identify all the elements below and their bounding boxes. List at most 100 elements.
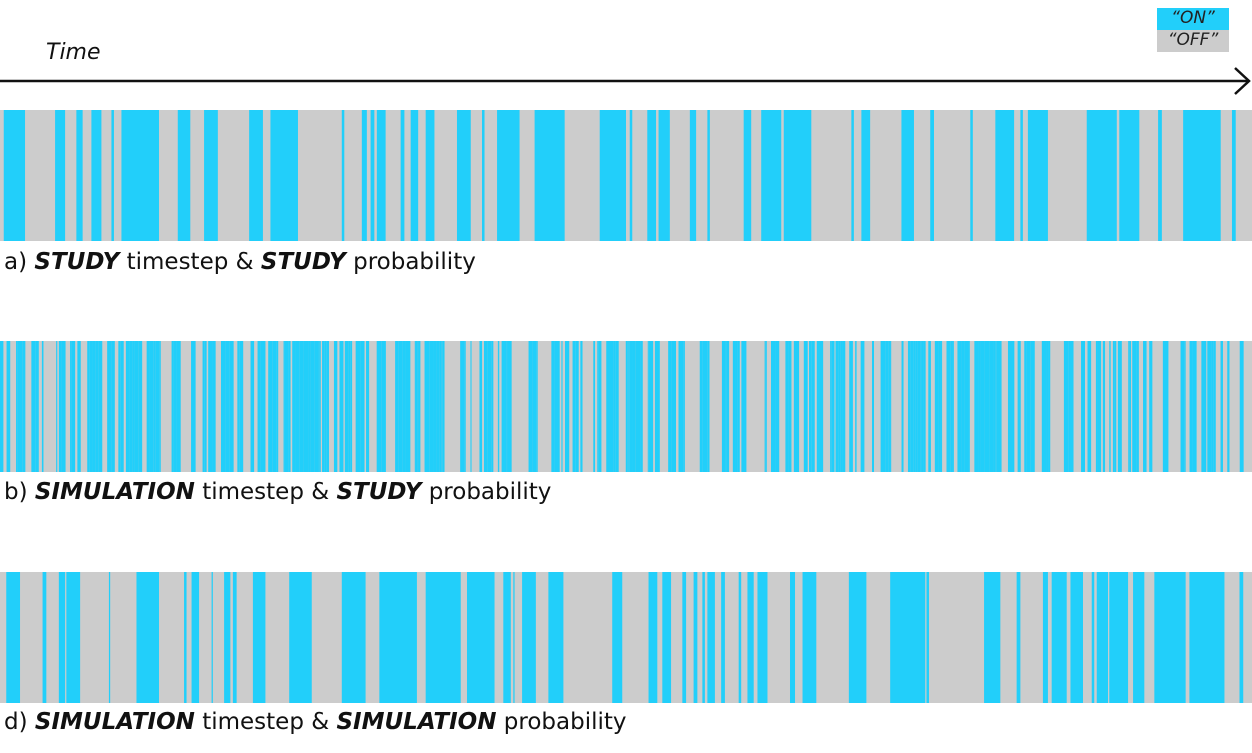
on-segment bbox=[885, 341, 889, 472]
on-segment bbox=[3, 110, 26, 241]
on-segment bbox=[1081, 341, 1085, 472]
on-segment bbox=[1136, 341, 1139, 472]
on-segment bbox=[341, 572, 366, 703]
on-segment bbox=[204, 110, 218, 241]
on-segment bbox=[482, 110, 485, 241]
on-segment bbox=[821, 341, 824, 472]
on-segment bbox=[978, 341, 981, 472]
on-segment bbox=[460, 341, 465, 472]
on-segment bbox=[1220, 341, 1223, 472]
on-segment bbox=[442, 341, 445, 472]
on-segment bbox=[803, 341, 808, 472]
on-segment bbox=[1070, 572, 1083, 703]
on-segment bbox=[252, 572, 266, 703]
on-segment bbox=[1027, 110, 1048, 241]
caption-d: d) SIMULATION timestep & SIMULATION prob… bbox=[4, 709, 627, 735]
on-segment bbox=[1091, 572, 1095, 703]
on-segment bbox=[790, 572, 796, 703]
on-segment bbox=[1211, 341, 1214, 472]
on-segment bbox=[640, 341, 643, 472]
on-segment bbox=[1189, 341, 1193, 472]
on-segment bbox=[202, 341, 205, 472]
on-segment bbox=[785, 341, 789, 472]
on-segment bbox=[108, 572, 111, 703]
on-segment bbox=[629, 341, 633, 472]
on-segment bbox=[735, 341, 738, 472]
on-segment bbox=[483, 341, 488, 472]
on-segment bbox=[920, 341, 922, 472]
on-segment bbox=[561, 341, 563, 472]
on-segment bbox=[662, 572, 672, 703]
on-segment bbox=[534, 110, 565, 241]
on-segment bbox=[995, 110, 1015, 241]
on-segment bbox=[1227, 341, 1230, 472]
on-segment bbox=[1158, 110, 1162, 241]
on-segment bbox=[299, 341, 304, 472]
on-segment bbox=[77, 341, 81, 472]
on-segment bbox=[1203, 341, 1207, 472]
on-segment bbox=[288, 341, 291, 472]
on-segment bbox=[721, 572, 725, 703]
on-segment bbox=[176, 341, 181, 472]
on-segment bbox=[1109, 572, 1129, 703]
on-segment bbox=[76, 110, 83, 241]
on-segment bbox=[425, 110, 435, 241]
on-segment bbox=[890, 341, 892, 472]
on-segment bbox=[998, 341, 1002, 472]
on-segment bbox=[707, 110, 710, 241]
on-segment bbox=[1087, 341, 1092, 472]
on-segment bbox=[503, 572, 511, 703]
on-segment bbox=[204, 341, 207, 472]
on-segment bbox=[838, 341, 841, 472]
on-segment bbox=[888, 341, 891, 472]
on-segment bbox=[1042, 572, 1048, 703]
on-segment bbox=[835, 341, 839, 472]
on-segment bbox=[98, 341, 103, 472]
on-segment bbox=[171, 341, 174, 472]
on-segment bbox=[366, 341, 370, 472]
on-segment bbox=[333, 341, 338, 472]
on-segment bbox=[348, 341, 351, 472]
on-segment bbox=[191, 572, 200, 703]
on-segment bbox=[418, 341, 421, 472]
on-segment bbox=[121, 110, 160, 241]
strip-simulation-study bbox=[0, 341, 1252, 472]
on-segment bbox=[737, 341, 740, 472]
on-segment bbox=[802, 572, 817, 703]
on-segment bbox=[229, 341, 234, 472]
on-segment bbox=[913, 341, 916, 472]
on-segment bbox=[487, 341, 492, 472]
on-segment bbox=[260, 341, 266, 472]
on-segment bbox=[138, 341, 143, 472]
on-segment bbox=[575, 341, 579, 472]
on-segment bbox=[208, 341, 213, 472]
on-segment bbox=[1239, 341, 1244, 472]
on-segment bbox=[22, 341, 26, 472]
on-segment bbox=[658, 110, 670, 241]
on-segment bbox=[237, 341, 240, 472]
on-segment bbox=[1183, 110, 1221, 241]
on-segment bbox=[647, 341, 649, 472]
on-segment bbox=[470, 341, 472, 472]
on-segment bbox=[402, 341, 406, 472]
on-segment bbox=[376, 110, 386, 241]
on-segment bbox=[506, 341, 508, 472]
on-segment bbox=[993, 341, 996, 472]
on-segment bbox=[923, 341, 926, 472]
on-segment bbox=[0, 341, 4, 472]
on-segment bbox=[986, 341, 990, 472]
on-segment bbox=[980, 341, 985, 472]
on-segment bbox=[855, 341, 857, 472]
on-segment bbox=[318, 341, 320, 472]
on-segment bbox=[950, 341, 953, 472]
on-segment bbox=[173, 341, 177, 472]
on-segment bbox=[414, 341, 416, 472]
on-segment bbox=[554, 341, 560, 472]
on-segment bbox=[851, 110, 854, 241]
on-segment bbox=[668, 341, 672, 472]
on-segment bbox=[92, 341, 96, 472]
on-segment bbox=[146, 341, 150, 472]
on-segment bbox=[1095, 341, 1098, 472]
on-segment bbox=[1024, 341, 1027, 472]
on-segment bbox=[599, 110, 626, 241]
